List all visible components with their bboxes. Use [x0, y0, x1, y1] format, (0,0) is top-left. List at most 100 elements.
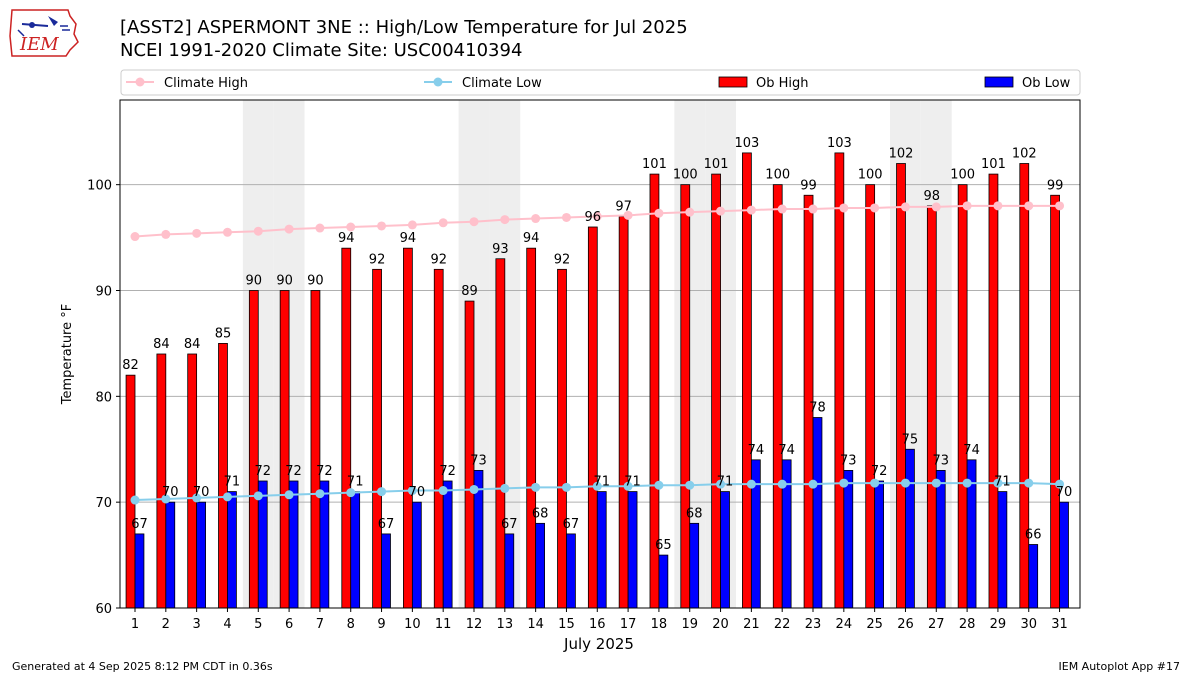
climate-low-point: [654, 480, 664, 490]
x-tick-label: 15: [558, 617, 575, 632]
ob-low-bar: [997, 491, 1008, 609]
ob-high-label: 100: [950, 168, 975, 183]
x-tick-label: 13: [497, 617, 514, 632]
climate-high-point: [931, 202, 941, 212]
ob-high-label: 90: [276, 274, 293, 289]
x-tick-label: 1: [131, 617, 139, 632]
ob-low-label: 78: [809, 401, 826, 416]
ob-low-label: 72: [254, 464, 271, 479]
climate-high-point: [531, 214, 541, 224]
ob-low-label: 68: [686, 506, 703, 521]
ob-high-label: 101: [704, 157, 729, 172]
climate-high-point: [1055, 201, 1065, 211]
ob-low-bar: [658, 554, 669, 609]
ob-low-label: 66: [1025, 528, 1042, 543]
ob-high-bar: [618, 216, 629, 609]
x-tick-label: 22: [774, 617, 791, 632]
x-axis-label: July 2025: [563, 635, 634, 653]
x-tick-label: 11: [435, 617, 452, 632]
x-tick-label: 17: [620, 617, 637, 632]
climate-low-point: [1055, 479, 1065, 489]
ob-high-label: 99: [1047, 178, 1064, 193]
ob-high-label: 92: [369, 252, 386, 267]
climate-high-point: [716, 206, 726, 216]
x-tick-label: 18: [651, 617, 668, 632]
chart-subtitle: NCEI 1991-2020 Climate Site: USC00410394: [120, 40, 523, 61]
legend-label: Climate Low: [462, 76, 542, 91]
ob-low-bar: [196, 501, 206, 609]
climate-low-point: [284, 490, 294, 500]
ob-low-bar: [165, 501, 176, 609]
ob-low-bar: [319, 480, 330, 609]
ob-high-label: 97: [615, 199, 632, 214]
ob-high-label: 101: [642, 157, 667, 172]
ob-high-label: 103: [827, 136, 852, 151]
ob-low-label: 74: [778, 443, 795, 458]
ob-high-bar: [156, 353, 167, 609]
climate-high-point: [253, 226, 263, 236]
x-tick-label: 6: [285, 617, 293, 632]
ob-high-bar: [341, 247, 352, 609]
climate-high-point: [777, 204, 787, 214]
ob-low-bar: [227, 491, 237, 609]
ob-high-bar: [587, 226, 598, 609]
climate-low-point: [623, 481, 633, 491]
climate-high-point: [438, 218, 448, 228]
ob-high-bar: [187, 353, 198, 609]
ob-low-label: 71: [347, 475, 364, 490]
ob-low-label: 70: [193, 485, 210, 500]
ob-high-label: 98: [924, 189, 941, 204]
x-tick-label: 4: [223, 617, 231, 632]
climate-low-point: [407, 486, 417, 496]
climate-high-point: [407, 220, 417, 230]
legend-label: Climate High: [164, 76, 248, 91]
ob-high-label: 84: [184, 337, 201, 352]
logo-text: IEM: [19, 34, 59, 55]
climate-low-point: [685, 480, 695, 490]
ob-high-bar: [772, 184, 783, 609]
ob-high-bar: [495, 258, 506, 609]
ob-low-label: 70: [1056, 485, 1073, 500]
ob-high-label: 102: [889, 147, 914, 162]
ob-high-bar: [403, 247, 413, 609]
ob-low-label: 73: [840, 453, 857, 468]
ob-high-label: 101: [981, 157, 1006, 172]
ob-high-bar: [988, 173, 999, 609]
ob-low-bar: [905, 448, 915, 609]
ob-low-bar: [935, 470, 946, 609]
legend-label: Ob Low: [1022, 76, 1071, 91]
ob-low-bar: [1028, 544, 1039, 609]
ob-high-bar: [680, 184, 691, 609]
x-tick-label: 8: [347, 617, 355, 632]
ob-low-bar: [689, 522, 700, 609]
legend-bar-swatch: [984, 76, 1014, 88]
ob-low-label: 67: [501, 517, 518, 532]
x-tick-label: 28: [959, 617, 976, 632]
climate-lines: [130, 201, 1065, 505]
ob-high-label: 103: [734, 136, 759, 151]
ob-high-bar: [310, 290, 321, 609]
ob-high-bar: [279, 290, 290, 609]
bars: [125, 152, 1069, 609]
climate-low-point: [377, 487, 387, 497]
legend: Climate High Climate Low Ob High Ob Low: [120, 69, 1081, 96]
y-tick-label: 70: [95, 496, 112, 511]
climate-low-point: [500, 483, 510, 493]
x-tick-label: 5: [254, 617, 262, 632]
climate-high-point: [839, 203, 849, 213]
climate-high-point: [685, 207, 695, 217]
data-labels: 82 84 84 85 90 90 90 94 92 94 92 89 93 94 92 96 97 101 100…: [122, 136, 1072, 553]
ob-low-bar: [843, 470, 854, 609]
climate-high-point: [962, 201, 972, 211]
ob-low-label: 72: [439, 464, 456, 479]
climate-low-point: [777, 479, 787, 489]
climate-low-point: [808, 479, 818, 489]
x-tick-label: 16: [589, 617, 606, 632]
climate-high-point: [993, 201, 1003, 211]
ob-low-label: 68: [532, 506, 549, 521]
x-tick-label: 25: [866, 617, 883, 632]
ob-high-label: 90: [307, 274, 324, 289]
ob-high-bar: [865, 184, 876, 609]
ob-low-bar: [596, 491, 607, 609]
